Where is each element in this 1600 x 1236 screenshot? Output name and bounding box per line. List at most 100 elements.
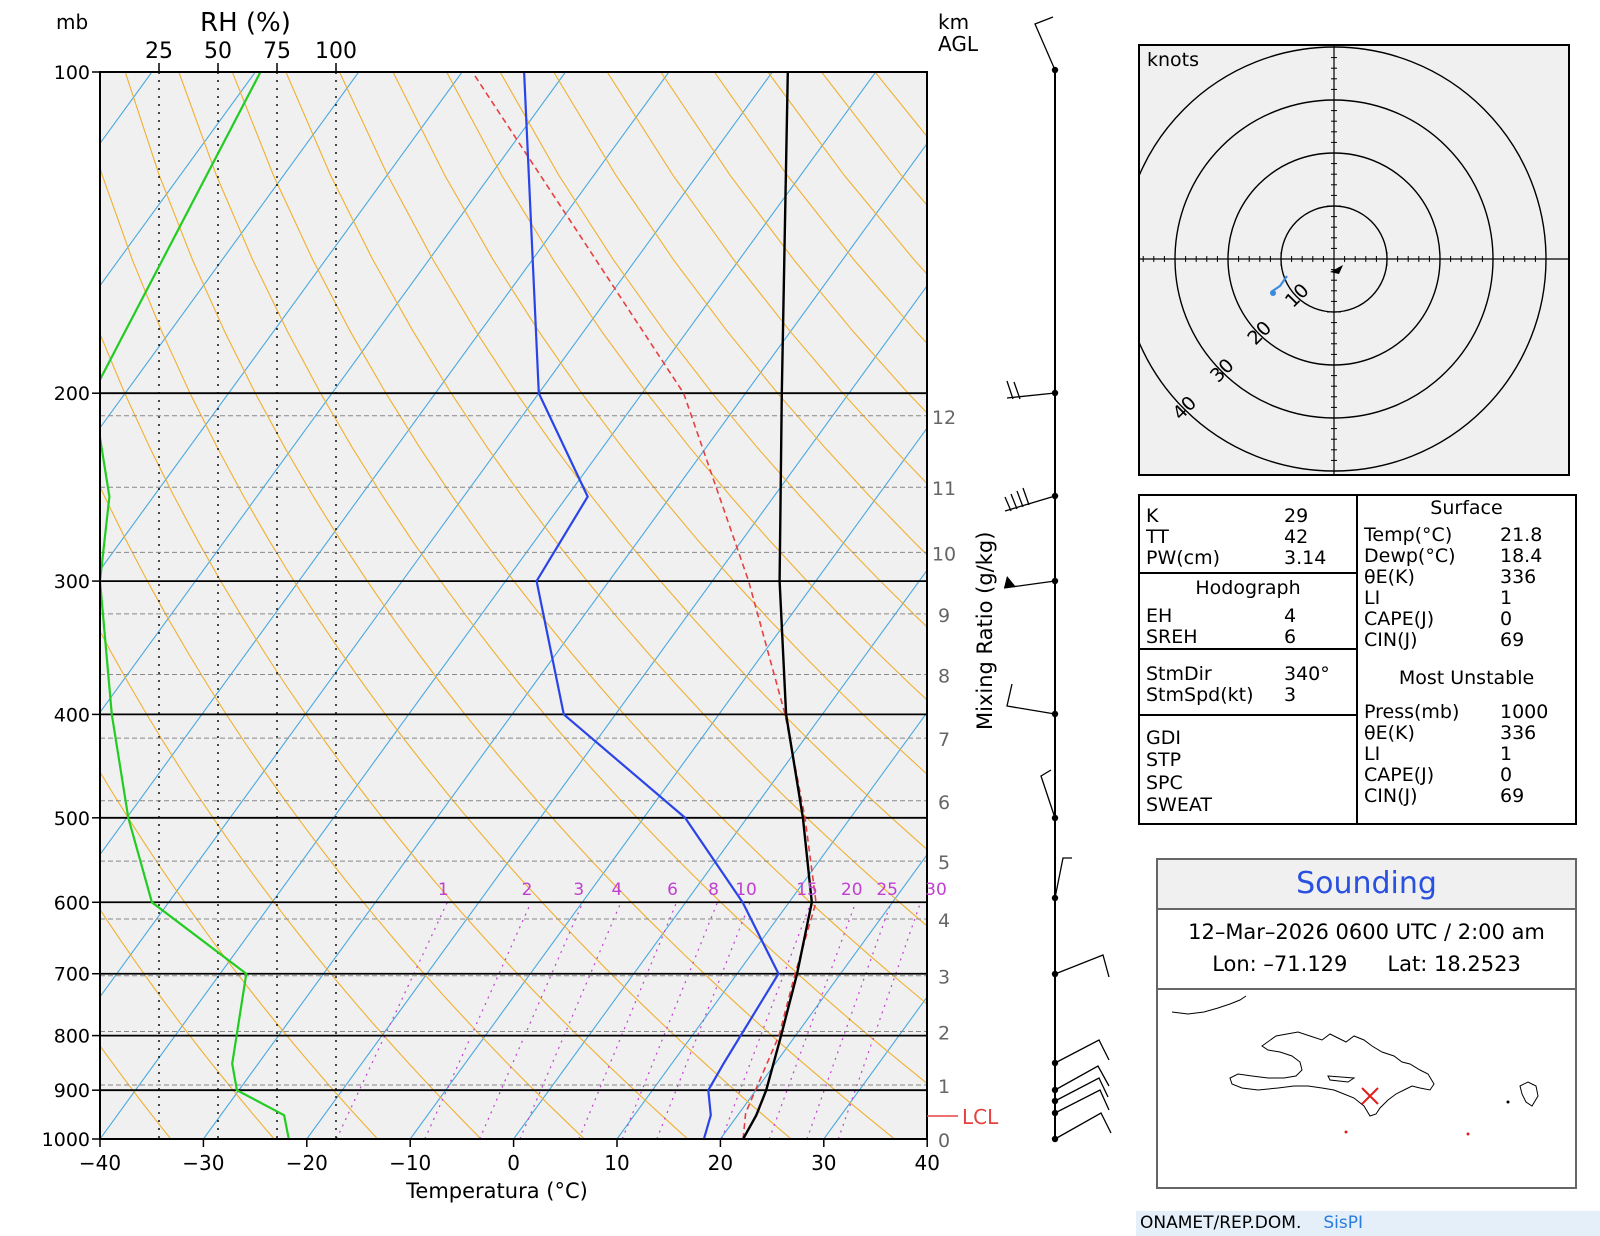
km-tick-label: 5	[938, 852, 950, 874]
temp-tick-label: 20	[708, 1151, 733, 1175]
surface-li-row: LI 1	[1364, 587, 1513, 609]
dry-adiabat-line	[446, 72, 927, 701]
pressure-tick-label: 500	[54, 808, 90, 830]
dry-adiabat-line	[124, 72, 895, 1139]
wind-level-dot	[1051, 710, 1059, 718]
mixing-ratio-tick-label: 6	[667, 880, 678, 900]
sounding-separator	[1158, 988, 1575, 990]
eh-row: EH 4	[1146, 605, 1297, 627]
stmdir-row: StmDir 340°	[1146, 663, 1330, 685]
dry-adiabat-line	[100, 908, 275, 1139]
hodograph-ring	[1280, 205, 1388, 313]
surface-section: Surface Temp(°C) 21.8 Dewp(°C) 18.4 θE(K) 3…	[1358, 496, 1575, 666]
mixing-ratio-tick-label: 15	[796, 880, 818, 900]
most-unstable-section: Most Unstable Press(mb) 1000 θE(K) 336 LI 1…	[1358, 666, 1575, 826]
isotherm-line	[100, 72, 463, 572]
indices-left-column: K 29 TT 42 PW(cm) 3.14 Hodograph EH 4 SREH 6 …	[1140, 496, 1358, 823]
k-index-row: K 29	[1146, 505, 1309, 527]
wind-barb	[1006, 683, 1056, 715]
mu-cin-row: CIN(J) 69	[1364, 785, 1525, 807]
dry-adiabat-line	[100, 770, 379, 1139]
dewpoint-profile-line	[523, 72, 780, 1139]
surface-dewp-row: Dewp(°C) 18.4	[1364, 545, 1543, 567]
map-islet	[1506, 1100, 1510, 1104]
pressure-tick-label: 1000	[42, 1129, 90, 1151]
dry-adiabat-line	[100, 485, 585, 1139]
spc-row: SPC	[1146, 772, 1183, 794]
mixing-ratio-label: Mixing Ratio (g/kg)	[973, 532, 997, 730]
hodograph-ring	[1174, 99, 1494, 419]
wind-level-dot	[1051, 492, 1059, 500]
mixing-ratio-tick-label: 20	[841, 880, 863, 900]
wind-barb	[1054, 1077, 1109, 1102]
pressure-tick-label: 400	[54, 704, 90, 726]
wind-barb	[1054, 1039, 1110, 1064]
wind-barb-feather	[1010, 493, 1018, 510]
km-tick-label: 1	[938, 1076, 950, 1098]
wind-level-dot	[1051, 1109, 1059, 1117]
storm-section: StmDir 340° StmSpd(kt) 3	[1140, 650, 1356, 716]
mixing-ratio-tick-label: 4	[612, 880, 623, 900]
lcl-label: LCL	[962, 1105, 999, 1129]
temp-tick-label: −10	[389, 1151, 431, 1175]
wind-barb	[1054, 954, 1110, 978]
hodograph-section-title: Hodograph	[1195, 577, 1301, 599]
sweat-row: SWEAT	[1146, 794, 1212, 816]
dry-adiabat-line	[553, 72, 927, 556]
km-tick-label: 8	[938, 665, 950, 687]
mixing-ratio-tick-label: 1	[438, 880, 449, 900]
km-tick-label: 4	[938, 910, 950, 932]
rh-profile-line	[100, 72, 290, 1139]
indices-table: K 29 TT 42 PW(cm) 3.14 Hodograph EH 4 SREH 6 …	[1138, 494, 1577, 825]
wind-barb	[1006, 392, 1056, 399]
isotherm-line	[719, 853, 927, 1139]
stmspd-row: StmSpd(kt) 3	[1146, 684, 1297, 706]
wind-barb	[1004, 495, 1056, 512]
mixing-ratio-line	[721, 902, 812, 1139]
wind-level-dot	[1051, 894, 1059, 902]
sounding-lon: Lon: –71.129	[1212, 952, 1348, 976]
wind-barb-feather	[1004, 496, 1012, 512]
tt-index-row: TT 42	[1146, 526, 1309, 548]
mu-thetae-row: θE(K) 336	[1364, 722, 1537, 744]
hodograph-frame	[1138, 44, 1570, 476]
km-tick-label: 6	[938, 792, 950, 814]
pressure-tick-label: 200	[54, 383, 90, 405]
map-dot	[1466, 1132, 1470, 1136]
wind-level-dot	[1051, 814, 1059, 822]
hodograph-unit-label: knots	[1147, 49, 1199, 71]
km-tick-label: 3	[938, 967, 950, 989]
wind-barb	[1054, 1065, 1110, 1091]
isotherm-line	[0, 72, 49, 1139]
footer-bar: ONAMET/REP.DOM. SisPI	[1136, 1211, 1600, 1236]
sounding-datetime: 12–Mar–2026 0600 UTC / 2:00 am	[1188, 920, 1545, 944]
isotherm-line	[616, 711, 927, 1139]
indices-right-column: Surface Temp(°C) 21.8 Dewp(°C) 18.4 θE(K) 3…	[1358, 496, 1575, 823]
wind-level-dot	[1051, 1135, 1059, 1143]
temperature-profile-line	[742, 72, 814, 1139]
gdi-row: GDI	[1146, 727, 1181, 749]
map-dot	[1344, 1130, 1348, 1134]
surface-title: Surface	[1430, 497, 1503, 519]
temp-tick-label: −30	[182, 1151, 224, 1175]
wind-barb	[1040, 769, 1056, 819]
mixing-ratio-tick-label: 10	[735, 880, 757, 900]
wind-level-dot	[1051, 1059, 1059, 1067]
dry-adiabat-line	[339, 72, 927, 851]
dry-adiabat-line	[231, 72, 927, 1005]
sounding-info-panel: Sounding 12–Mar–2026 0600 UTC / 2:00 am …	[1156, 858, 1577, 1189]
mixing-ratio-tick-label: 3	[573, 880, 584, 900]
km-tick-label: 11	[932, 478, 956, 500]
wind-barb	[1054, 1089, 1110, 1114]
isotherm-line	[100, 72, 566, 714]
wind-level-dot	[1051, 577, 1059, 585]
dry-adiabat-line	[499, 72, 927, 628]
temp-tick-label: 0	[507, 1151, 520, 1175]
km-unit-label: km	[938, 10, 969, 34]
stability-section: K 29 TT 42 PW(cm) 3.14	[1140, 496, 1356, 574]
rh-tick-label: 75	[263, 39, 291, 64]
dry-adiabat-line	[392, 72, 927, 775]
pw-row: PW(cm) 3.14	[1146, 547, 1327, 569]
isotherm-line	[100, 72, 256, 287]
island-outline	[1171, 995, 1539, 1117]
